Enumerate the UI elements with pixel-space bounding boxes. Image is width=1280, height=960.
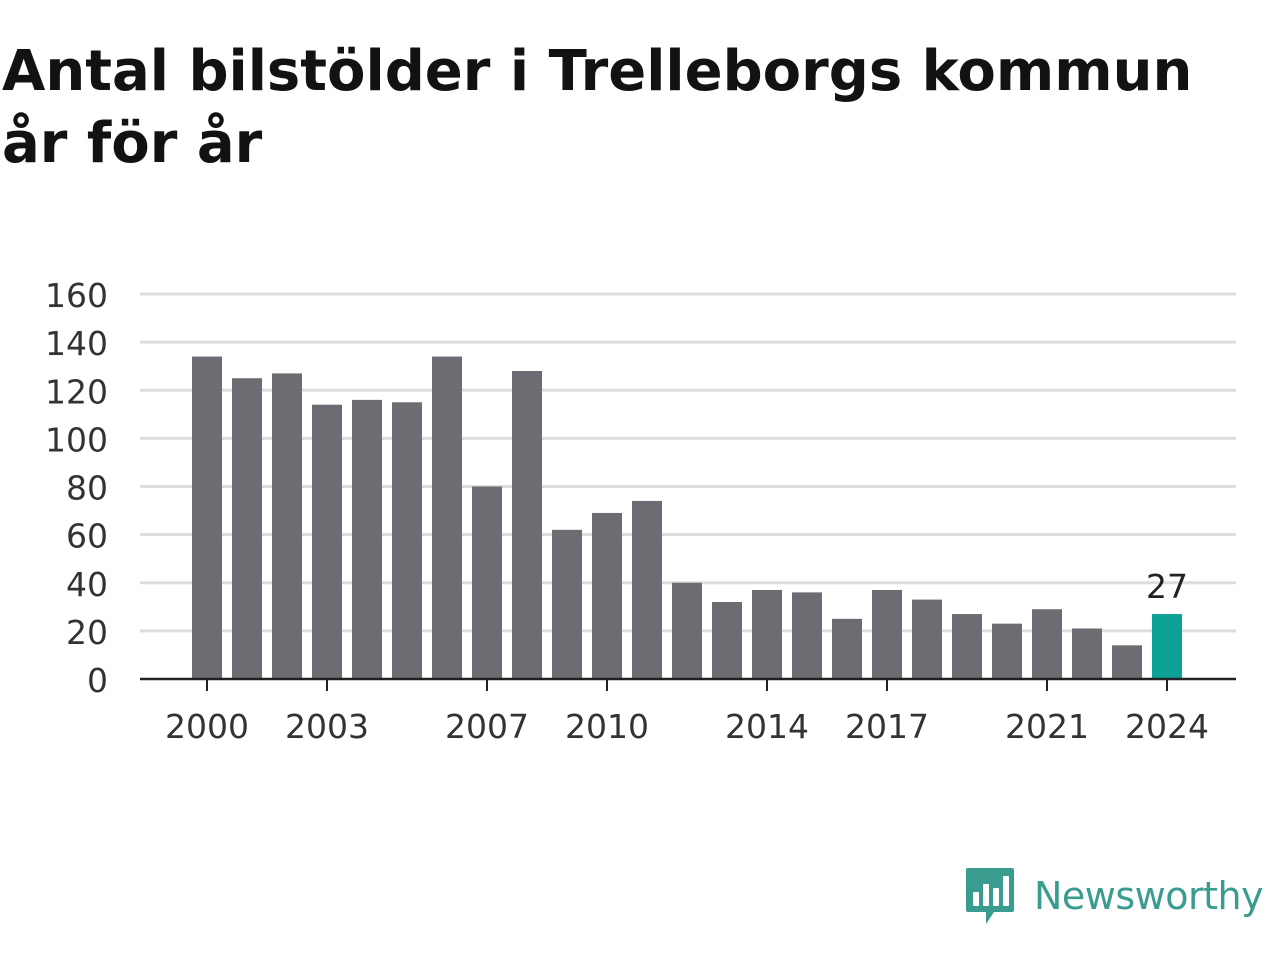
y-tick-label: 40: [66, 565, 108, 604]
bar: [352, 399, 382, 679]
x-axis: [140, 677, 1236, 691]
bar: [592, 512, 622, 679]
bar: [272, 373, 302, 679]
x-tick-label: 2003: [285, 707, 369, 746]
bar: [1112, 645, 1142, 679]
y-tick-label: 140: [45, 324, 108, 363]
bar: [432, 356, 462, 679]
brand-name: Newsworthy: [1034, 874, 1264, 918]
chart-title-line-1: Antal bilstölder i Trelleborgs kommun: [2, 39, 1193, 104]
newsworthy-logo: Newsworthy: [964, 864, 1264, 928]
bar: [1032, 609, 1062, 679]
bar: [512, 371, 542, 679]
bar: [552, 529, 582, 679]
bar: [872, 589, 902, 679]
x-tick-label: 2010: [565, 707, 649, 746]
bar: [832, 618, 862, 679]
bar: [192, 356, 222, 679]
bar: [472, 486, 502, 679]
y-tick-label: 60: [66, 517, 108, 556]
y-tick-label: 160: [45, 276, 108, 315]
newsworthy-logo-icon: [966, 868, 1014, 924]
y-tick-label: 80: [66, 469, 108, 508]
bar: [912, 599, 942, 679]
bar: [792, 592, 822, 679]
y-tick-label: 20: [66, 613, 108, 652]
bar: [232, 378, 262, 679]
bar: [632, 500, 662, 679]
bar: [952, 614, 982, 679]
bar: [672, 582, 702, 679]
x-tick-label: 2000: [165, 707, 249, 746]
bar: [992, 623, 1022, 679]
x-tick-label: 2014: [725, 707, 809, 746]
bar: [752, 589, 782, 679]
annotations: 27: [1146, 567, 1188, 606]
x-tick-label: 2007: [445, 707, 529, 746]
y-tick-label: 0: [87, 661, 108, 700]
bar: [312, 404, 342, 679]
bar: [392, 402, 422, 679]
bars: [192, 356, 1182, 679]
bar: [712, 602, 742, 679]
y-tick-label: 100: [45, 420, 108, 459]
x-tick-label: 2017: [845, 707, 929, 746]
y-axis-tick-labels: 0 20 40 60 80 100 120 140 160: [45, 276, 108, 700]
chart-title-line-2: år för år: [2, 111, 263, 176]
x-tick-label: 2021: [1005, 707, 1089, 746]
x-axis-tick-labels: 2000 2003 2007 2010 2014 2017 2021 2024: [165, 707, 1209, 746]
gridlines: [140, 292, 1236, 633]
bar: [1072, 628, 1102, 679]
x-tick-label: 2024: [1125, 707, 1209, 746]
bar-highlight: [1152, 614, 1182, 679]
chart-title: Antal bilstölder i Trelleborgs kommun år…: [2, 36, 1262, 180]
data-label: 27: [1146, 567, 1188, 606]
y-tick-label: 120: [45, 372, 108, 411]
